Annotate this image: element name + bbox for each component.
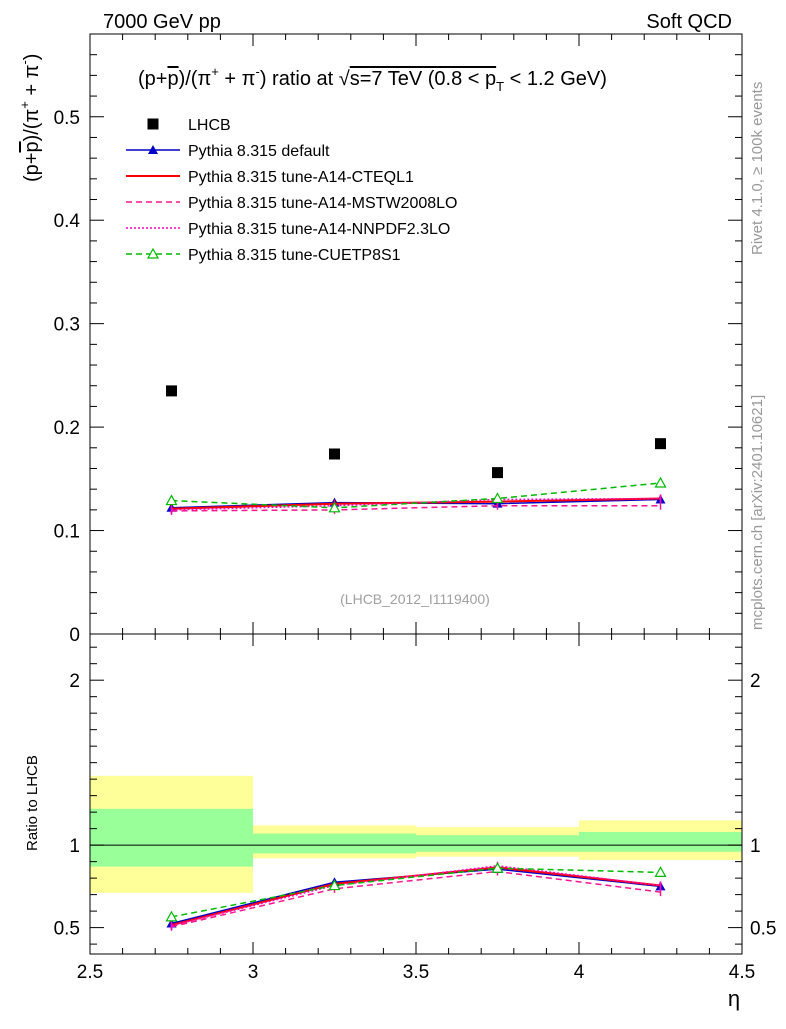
main-series-0-point-0 — [166, 385, 177, 397]
ratio-series-4-point-1 — [328, 879, 341, 891]
main-series-5-point-0 — [165, 494, 178, 506]
x-axis-label: η — [728, 986, 740, 1011]
x-tick-label-0: 2.5 — [77, 962, 103, 983]
main-series-line-3 — [171, 504, 661, 512]
main-y-tick-label-4: 0.5 — [54, 108, 80, 129]
main-series-5-point-2 — [491, 492, 504, 504]
main-ylabel: (p+p)/(π+ + π-) — [17, 54, 43, 182]
ratio-series-4-point-3 — [654, 866, 667, 877]
ratio-series-4-point-2 — [491, 861, 504, 873]
header-right: Soft QCD — [646, 11, 732, 33]
ratio-y-tick-label-left-2: 2 — [69, 671, 80, 692]
ratio-y-tick-label-right-0: 0.5 — [750, 919, 776, 940]
legend-label-5: Pythia 8.315 tune-CUETP8S1 — [188, 247, 401, 264]
ratio-y-tick-label-left-1: 1 — [69, 836, 80, 857]
ratio-ylabel: Ratio to LHCB — [24, 755, 41, 851]
ratio-series-4-point-0 — [165, 910, 178, 922]
x-tick-label-1: 3 — [248, 962, 259, 983]
main-series-0-point-3 — [655, 438, 666, 450]
legend-label-3: Pythia 8.315 tune-A14-MSTW2008LO — [188, 195, 457, 212]
title-pbar: p — [167, 68, 178, 90]
ratio-series-line-4 — [171, 867, 661, 918]
ratio-band-stat — [579, 831, 742, 852]
ratio-band-stat — [90, 808, 253, 867]
legend-label-0: LHCB — [188, 117, 231, 134]
x-tick-label-4: 4.5 — [729, 962, 755, 983]
legend-marker-1 — [148, 145, 158, 154]
legend-label-1: Pythia 8.315 default — [188, 143, 330, 160]
main-series-5-point-3 — [654, 476, 667, 488]
main-series-5-point-1 — [328, 501, 341, 513]
legend-marker-0 — [147, 118, 159, 130]
x-tick-label-3: 4 — [574, 962, 585, 983]
legend-label-4: Pythia 8.315 tune-A14-NNPDF2.3LO — [188, 221, 450, 238]
legend-marker-5 — [146, 247, 160, 259]
analysis-watermark: (LHCB_2012_I1119400) — [340, 591, 490, 607]
main-y-tick-label-0: 0.1 — [54, 522, 80, 543]
main-series-0-point-1 — [329, 448, 340, 460]
ratio-y-tick-label-right-2: 2 — [750, 671, 761, 692]
main-y-zero-label: 0 — [69, 625, 80, 646]
ratio-band-stat — [416, 835, 579, 852]
ratio-band-stat — [253, 833, 416, 854]
header-left: 7000 GeV pp — [103, 11, 221, 33]
x-tick-label-2: 3.5 — [403, 962, 429, 983]
ratio-y-tick-label-left-0: 0.5 — [54, 919, 80, 940]
main-y-tick-label-3: 0.4 — [54, 211, 81, 232]
main-title: (p+p)/(π+ + π-) ratio at √s=7 TeV (0.8 <… — [138, 64, 607, 94]
ratio-y-tick-label-right-1: 1 — [750, 836, 761, 857]
rivet-label: Rivet 4.1.0, ≥ 100k events — [749, 82, 766, 255]
legend-label-2: Pythia 8.315 tune-A14-CTEQL1 — [188, 169, 414, 186]
ratio-series-line-2 — [171, 870, 661, 928]
main-y-tick-label-2: 0.3 — [54, 315, 80, 336]
main-series-0-point-2 — [492, 467, 503, 479]
main-series-line-5 — [171, 482, 661, 509]
main-y-tick-label-1: 0.2 — [54, 418, 80, 439]
mcplots-label: mcplots.cern.ch [arXiv:2401.10621] — [749, 395, 766, 630]
ratio-series-line-3 — [171, 865, 661, 927]
